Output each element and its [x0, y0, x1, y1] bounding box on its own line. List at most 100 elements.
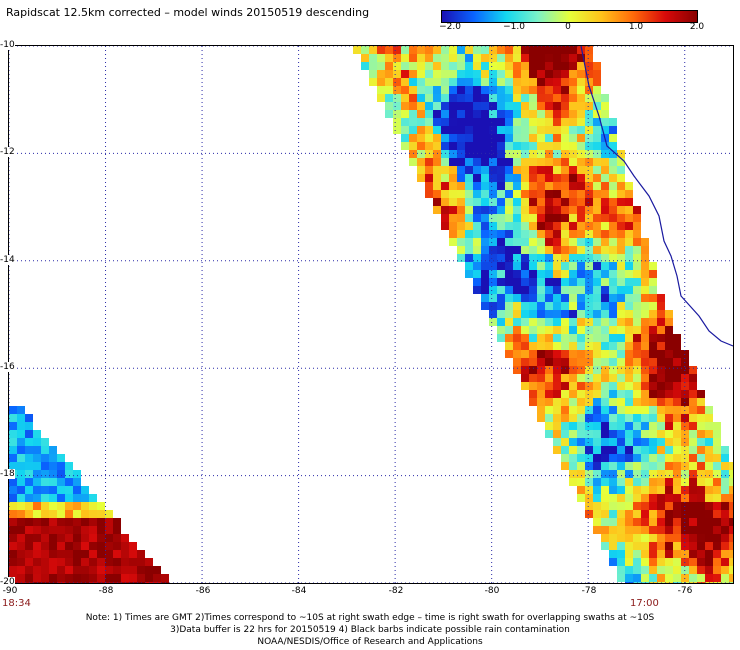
wind-cell [441, 182, 449, 190]
wind-cell [545, 318, 553, 326]
wind-cell [561, 462, 569, 470]
wind-cell [617, 478, 625, 486]
wind-cell [633, 350, 641, 358]
wind-cell [625, 182, 633, 190]
wind-cell [505, 302, 513, 310]
wind-cell [569, 310, 577, 318]
wind-cell [617, 270, 625, 278]
wind-cell [617, 318, 625, 326]
colorbar-label: −1.0 [503, 22, 525, 32]
wind-cell [569, 358, 577, 366]
wind-cell [617, 254, 625, 262]
wind-cell [689, 390, 697, 398]
wind-cell [489, 70, 497, 78]
wind-cell [441, 134, 449, 142]
wind-cell [17, 518, 25, 526]
wind-cell [657, 558, 665, 566]
wind-cell [625, 406, 633, 414]
wind-cell [505, 294, 513, 302]
wind-cell [657, 382, 665, 390]
wind-cell [593, 126, 601, 134]
wind-cell [537, 94, 545, 102]
wind-cell [689, 550, 697, 558]
wind-cell [625, 230, 633, 238]
wind-cell [17, 438, 25, 446]
wind-cell [33, 438, 41, 446]
wind-cell [649, 478, 657, 486]
wind-cell [569, 214, 577, 222]
wind-cell [593, 118, 601, 126]
wind-cell [73, 550, 81, 558]
wind-cell [553, 158, 561, 166]
wind-cell [665, 342, 673, 350]
wind-cell [521, 70, 529, 78]
wind-cell [553, 230, 561, 238]
wind-cell [569, 110, 577, 118]
wind-cell [553, 334, 561, 342]
wind-cell [553, 182, 561, 190]
wind-cell [673, 366, 681, 374]
wind-cell [481, 62, 489, 70]
wind-cell [401, 110, 409, 118]
wind-cell [89, 574, 97, 582]
wind-cell [593, 158, 601, 166]
wind-cell [393, 86, 401, 94]
wind-cell [553, 254, 561, 262]
wind-cell [577, 270, 585, 278]
wind-cell [721, 446, 729, 454]
wind-cell [561, 350, 569, 358]
wind-cell [729, 494, 733, 502]
wind-cell [633, 286, 641, 294]
wind-cell [649, 326, 657, 334]
wind-cell [657, 302, 665, 310]
wind-cell [649, 350, 657, 358]
wind-cell [673, 526, 681, 534]
wind-cell [641, 262, 649, 270]
wind-cell [601, 478, 609, 486]
wind-cell [673, 470, 681, 478]
wind-cell [697, 470, 705, 478]
wind-cell [657, 454, 665, 462]
wind-cell [577, 334, 585, 342]
wind-cell [505, 182, 513, 190]
wind-cell [569, 86, 577, 94]
wind-cell [489, 118, 497, 126]
wind-cell [441, 46, 449, 54]
wind-cell [593, 78, 601, 86]
wind-cell [705, 478, 713, 486]
wind-cell [449, 110, 457, 118]
wind-cell [633, 454, 641, 462]
wind-cell [521, 246, 529, 254]
wind-cell [409, 142, 417, 150]
wind-cell [521, 382, 529, 390]
wind-cell [449, 78, 457, 86]
wind-cell [561, 342, 569, 350]
wind-cell [33, 446, 41, 454]
wind-cell [601, 294, 609, 302]
wind-cell [17, 446, 25, 454]
wind-cell [529, 302, 537, 310]
wind-cell [521, 142, 529, 150]
wind-cell [561, 414, 569, 422]
wind-cell [513, 174, 521, 182]
wind-cell [585, 294, 593, 302]
wind-cell [561, 102, 569, 110]
wind-cell [369, 70, 377, 78]
wind-cell [529, 310, 537, 318]
wind-cell [57, 518, 65, 526]
wind-cell [569, 406, 577, 414]
wind-cell [25, 414, 33, 422]
wind-cell [529, 374, 537, 382]
wind-cell [673, 398, 681, 406]
wind-cell [577, 350, 585, 358]
wind-cell [17, 478, 25, 486]
wind-cell [673, 454, 681, 462]
wind-cell [617, 502, 625, 510]
wind-cell [465, 174, 473, 182]
wind-cell [505, 270, 513, 278]
wind-cell [25, 462, 33, 470]
wind-cell [97, 574, 105, 582]
wind-cell [641, 430, 649, 438]
wind-cell [537, 126, 545, 134]
lat-label: -12 [0, 147, 15, 157]
